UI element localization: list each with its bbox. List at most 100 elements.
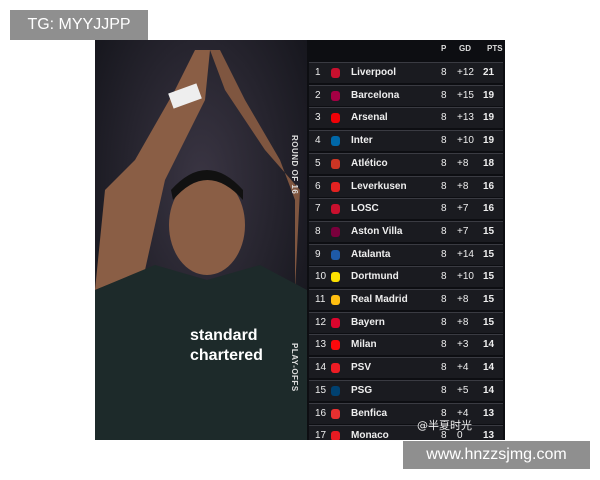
column-header: PTS: [487, 44, 503, 53]
player-photo: standard chartered: [95, 40, 307, 440]
goal-difference: +4: [457, 407, 469, 419]
table-row: 1 Liverpool 8 +12 21: [309, 62, 503, 83]
team-logo: [331, 226, 340, 237]
watermark: TG: MYYJJPP: [10, 10, 148, 40]
points: 16: [483, 203, 495, 215]
played: 8: [441, 67, 447, 78]
rank: 8: [315, 225, 321, 237]
goal-difference: +3: [457, 339, 469, 351]
goal-difference: +12: [457, 67, 474, 78]
goal-difference: +7: [457, 203, 469, 215]
team-logo: [331, 90, 340, 101]
column-header: P: [441, 44, 447, 53]
team-name: Milan: [351, 339, 377, 351]
goal-difference: +15: [457, 89, 474, 101]
team-logo: [331, 272, 340, 283]
played: 8: [441, 362, 447, 374]
team-name: Liverpool: [351, 67, 397, 78]
rank: 4: [315, 135, 321, 147]
image-credit: @半夏时光: [417, 419, 472, 432]
rank: 5: [315, 157, 321, 169]
team-name: Bayern: [351, 316, 385, 328]
played: 8: [441, 248, 447, 260]
team-logo: [331, 385, 340, 396]
rank: 7: [315, 203, 321, 215]
side-label: ROUND OF 16: [290, 135, 299, 195]
goal-difference: 0: [457, 430, 463, 440]
rank: 3: [315, 112, 321, 124]
points: 15: [483, 248, 495, 260]
team-name: Aston Villa: [351, 225, 403, 237]
table-row: 17 Monaco 8 0 13: [309, 425, 503, 440]
goal-difference: +10: [457, 135, 474, 147]
team-logo: [331, 113, 340, 124]
team-logo: [331, 317, 340, 328]
table-row: 7 LOSC 8 +7 16: [309, 198, 503, 220]
table-row: 5 Atlético 8 +8 18: [309, 152, 503, 174]
played: 8: [441, 225, 447, 237]
played: 8: [441, 384, 447, 396]
table-row: 15 PSG 8 +5 14: [309, 379, 503, 401]
table-row: 12 Bayern 8 +8 15: [309, 311, 503, 333]
played: 8: [441, 316, 447, 328]
team-name: LOSC: [351, 203, 379, 215]
goal-difference: +5: [457, 384, 469, 396]
team-name: Barcelona: [351, 89, 400, 101]
team-logo: [331, 136, 340, 147]
points: 18: [483, 157, 495, 169]
points: 21: [483, 67, 495, 78]
table-row: 2 Barcelona 8 +15 19: [309, 84, 503, 106]
team-name: Atlético: [351, 157, 388, 169]
points: 13: [483, 430, 495, 440]
team-name: Monaco: [351, 430, 389, 440]
team-name: PSV: [351, 362, 372, 374]
goal-difference: +7: [457, 225, 469, 237]
table-row: 14 PSV 8 +4 14: [309, 357, 503, 379]
table-row: 13 Milan 8 +3 14: [309, 334, 503, 356]
team-name: Leverkusen: [351, 180, 407, 192]
points: 15: [483, 271, 495, 283]
goal-difference: +8: [457, 316, 469, 328]
rank: 13: [315, 339, 327, 351]
rank: 16: [315, 407, 327, 419]
rank: 6: [315, 180, 321, 192]
played: 8: [441, 339, 447, 351]
rank: 11: [315, 294, 326, 305]
points: 15: [483, 294, 495, 305]
team-logo: [331, 363, 340, 374]
team-name: Inter: [351, 135, 373, 147]
rank: 1: [315, 67, 321, 78]
table-row: 9 Atalanta 8 +14 15: [309, 243, 503, 265]
team-logo: [331, 249, 340, 260]
points: 14: [483, 339, 495, 351]
standings-table: P GD PTS 1 Liverpool 8 +12 21 2 Barcelona 8 +15 19 3 A…: [307, 40, 505, 440]
rank: 15: [315, 384, 327, 396]
points: 15: [483, 316, 495, 328]
played: 8: [441, 89, 447, 101]
goal-difference: +14: [457, 248, 474, 260]
played: 8: [441, 294, 447, 305]
rank: 14: [315, 362, 327, 374]
points: 16: [483, 180, 495, 192]
played: 8: [441, 203, 447, 215]
rank: 9: [315, 248, 321, 260]
team-logo: [331, 431, 340, 440]
rank: 17: [315, 430, 327, 440]
team-logo: [331, 295, 340, 305]
goal-difference: +8: [457, 180, 469, 192]
points: 15: [483, 225, 495, 237]
column-header: GD: [459, 44, 471, 53]
played: 8: [441, 135, 447, 147]
team-logo: [331, 204, 340, 215]
team-logo: [331, 181, 340, 192]
rank: 12: [315, 316, 327, 328]
goal-difference: +4: [457, 362, 469, 374]
team-name: Arsenal: [351, 112, 388, 124]
points: 19: [483, 135, 495, 147]
table-row: 4 Inter 8 +10 19: [309, 130, 503, 152]
standings-image: standard chartered ROUND OF 16 PLAY-OFFS…: [95, 40, 505, 440]
svg-text:standard: standard: [190, 327, 258, 344]
played: 8: [441, 271, 447, 283]
played: 8: [441, 407, 447, 419]
